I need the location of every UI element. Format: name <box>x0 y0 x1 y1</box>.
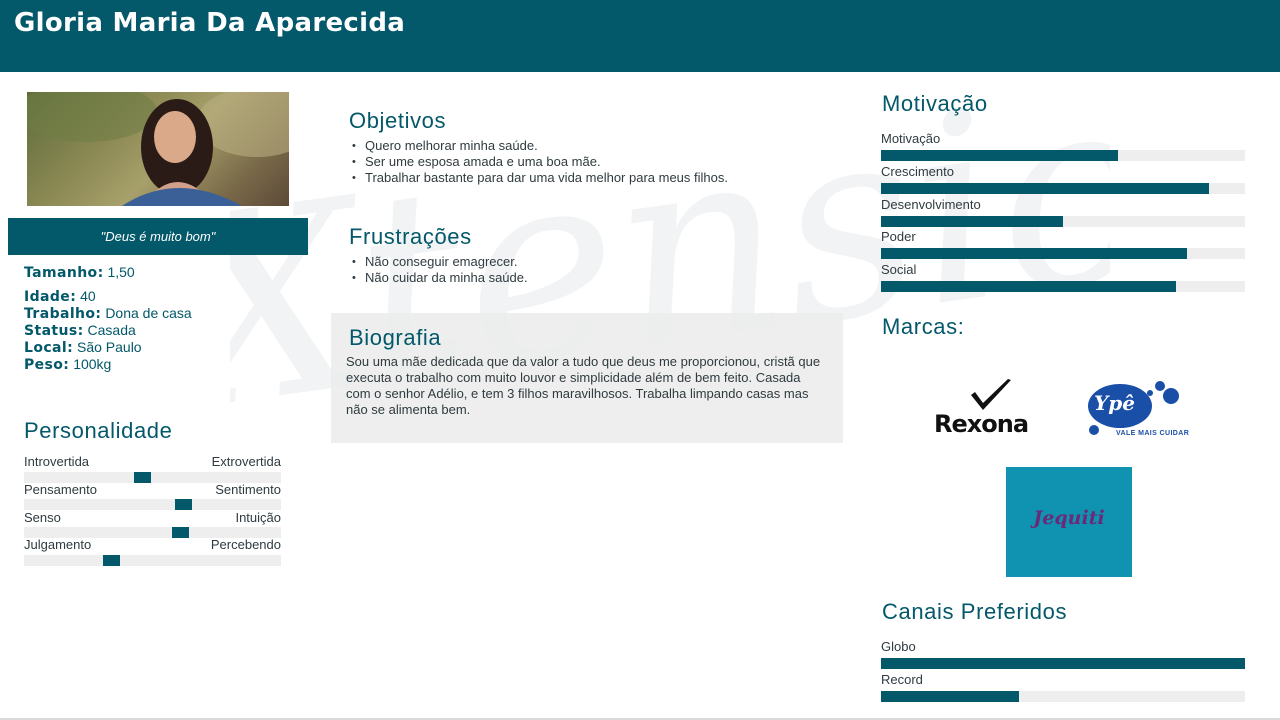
jequiti-logo: Jequiti <box>1033 507 1105 529</box>
trait-marker <box>172 527 189 538</box>
rexona-check-icon <box>971 379 1011 410</box>
trait-track <box>24 555 281 566</box>
bottom-divider <box>0 718 1280 720</box>
header-bar: Gloria Maria Da Aparecida <box>0 0 1280 72</box>
canal-bar-track <box>881 691 1245 702</box>
motivacao-bar-track <box>881 183 1245 194</box>
list-item: Não conseguir emagrecer. <box>349 254 528 270</box>
motivacao-title: Motivação <box>882 91 988 116</box>
biografia-text: Sou uma mãe dedicada que da valor a tudo… <box>346 354 821 417</box>
rexona-logo: Rexona <box>934 410 1029 438</box>
canal-bar-fill <box>881 658 1245 669</box>
motivacao-bar-track <box>881 216 1245 227</box>
trait-track <box>24 527 281 538</box>
canais-title: Canais Preferidos <box>882 599 1068 624</box>
trait-track <box>24 472 281 483</box>
list-item: Não cuidar da minha saúde. <box>349 270 528 286</box>
canal-bar-fill <box>881 691 1020 702</box>
motivacao-bar-fill <box>881 183 1209 194</box>
motivacao-bar-fill <box>881 216 1063 227</box>
list-item: Ser ume esposa amada e uma boa mãe. <box>349 154 728 170</box>
objetivos-list: Quero melhorar minha saúde. Ser ume espo… <box>349 138 728 186</box>
motivacao-bar-label: Motivação <box>881 131 941 146</box>
ype-logo: Ypê <box>1094 391 1135 415</box>
info-local: Local: São Paulo <box>24 339 142 356</box>
personalidade-title: Personalidade <box>24 418 173 443</box>
list-item: Quero melhorar minha saúde. <box>349 138 728 154</box>
frustracoes-title: Frustrações <box>349 224 472 249</box>
persona-quote: "Deus é muito bom" <box>8 218 308 255</box>
objetivos-title: Objetivos <box>349 108 447 133</box>
motivacao-bar-track <box>881 248 1245 259</box>
motivacao-bar-fill <box>881 248 1187 259</box>
trait-marker <box>175 499 192 510</box>
biografia-panel <box>331 313 843 443</box>
trait-track <box>24 499 281 510</box>
canal-bar-label: Record <box>881 672 923 687</box>
motivacao-bar-track <box>881 281 1245 292</box>
info-peso: Peso: 100kg <box>24 356 112 373</box>
motivacao-bar-label: Social <box>881 262 917 277</box>
canal-bar-track <box>881 658 1245 669</box>
ype-logo-shape <box>1088 381 1179 435</box>
frustracoes-list: Não conseguir emagrecer. Não cuidar da m… <box>349 254 528 286</box>
info-idade: Idade: 40 <box>24 288 96 305</box>
ype-tagline: VALE MAIS CUIDAR <box>1116 430 1190 437</box>
motivacao-bar-label: Desenvolvimento <box>881 197 981 212</box>
motivacao-bar-label: Crescimento <box>881 164 954 179</box>
marcas-title: Marcas: <box>882 314 965 339</box>
motivacao-bar-fill <box>881 150 1118 161</box>
trait-marker <box>134 472 151 483</box>
persona-name: Gloria Maria Da Aparecida <box>14 8 406 38</box>
canal-bar-label: Globo <box>881 639 916 654</box>
list-item: Trabalhar bastante para dar uma vida mel… <box>349 170 728 186</box>
info-trabalho: Trabalho: Dona de casa <box>24 305 192 322</box>
motivacao-bar-label: Poder <box>881 229 916 244</box>
biografia-title: Biografia <box>349 325 442 350</box>
motivacao-bar-track <box>881 150 1245 161</box>
info-status: Status: Casada <box>24 322 136 339</box>
profile-photo <box>27 92 289 206</box>
jequiti-logo-box <box>1006 467 1132 577</box>
motivacao-bar-fill <box>881 281 1176 292</box>
info-tamanho: Tamanho: 1,50 <box>24 264 135 281</box>
trait-marker <box>103 555 120 566</box>
